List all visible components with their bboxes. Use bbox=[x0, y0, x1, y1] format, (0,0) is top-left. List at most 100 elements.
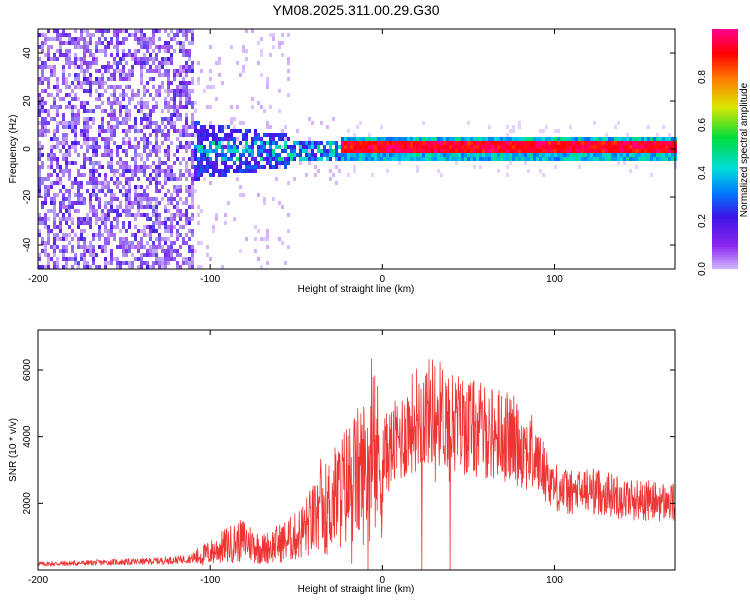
spectrogram-cell bbox=[641, 137, 644, 141]
spectrogram-cell bbox=[188, 193, 191, 197]
spectrogram-cell bbox=[62, 29, 65, 33]
spectrogram-cell bbox=[245, 237, 248, 241]
spectrogram-cell bbox=[86, 213, 89, 217]
spectrogram-cell bbox=[74, 257, 77, 261]
spectrogram-cell bbox=[56, 129, 59, 133]
spectrogram-cell bbox=[74, 29, 77, 33]
spectrogram-cell bbox=[407, 157, 410, 161]
spectrogram-cell bbox=[38, 109, 41, 113]
spectrogram-cell bbox=[185, 117, 188, 121]
spectrogram-cell bbox=[110, 149, 113, 153]
colorbar-cell bbox=[712, 223, 738, 226]
spectrogram-cell bbox=[269, 161, 272, 165]
spectrogram-cell bbox=[173, 105, 176, 109]
spectrogram-cell bbox=[92, 117, 95, 121]
spectrogram-cell bbox=[71, 81, 74, 85]
spectrogram-cell bbox=[608, 153, 611, 157]
spectrogram-cell bbox=[56, 161, 59, 165]
spectrogram-cell bbox=[557, 141, 560, 145]
spectrogram-cell bbox=[185, 149, 188, 153]
spectrogram-cell bbox=[53, 129, 56, 133]
spectrogram-cell bbox=[179, 253, 182, 257]
spectrogram-cell bbox=[287, 93, 290, 97]
spectrogram-cell bbox=[176, 261, 179, 265]
spectrogram-cell bbox=[197, 81, 200, 85]
spectrogram-cell bbox=[191, 69, 194, 73]
spectrogram-cell bbox=[476, 145, 479, 149]
spectrogram-cell bbox=[83, 61, 86, 65]
colorbar-cell bbox=[712, 31, 738, 34]
spectrogram-cell bbox=[101, 185, 104, 189]
spectrogram-cell bbox=[623, 149, 626, 153]
spectrogram-cell bbox=[146, 125, 149, 129]
spectrogram-cell bbox=[506, 133, 509, 137]
spectrogram-cell bbox=[278, 237, 281, 241]
spectrogram-cell bbox=[74, 149, 77, 153]
spectrogram-cell bbox=[74, 209, 77, 213]
spectrogram-cell bbox=[173, 177, 176, 181]
spectrogram-cell bbox=[644, 157, 647, 161]
spectrogram-cell bbox=[629, 153, 632, 157]
spectrogram-cell bbox=[59, 177, 62, 181]
spectrogram-cell bbox=[404, 137, 407, 141]
spectrogram-cell bbox=[134, 53, 137, 57]
spectrogram-cell bbox=[191, 141, 194, 145]
spectrogram-cell bbox=[38, 77, 41, 81]
spectrogram-cell bbox=[458, 157, 461, 161]
spectrogram-cell bbox=[266, 81, 269, 85]
spectrogram-cell bbox=[644, 137, 647, 141]
spectrogram-cell bbox=[599, 157, 602, 161]
spectrogram-cell bbox=[266, 85, 269, 89]
spectrogram-cell bbox=[260, 73, 263, 77]
spectrogram-cell bbox=[68, 257, 71, 261]
spectrogram-cell bbox=[95, 77, 98, 81]
spectrogram-cell bbox=[122, 89, 125, 93]
spectrogram-cell bbox=[86, 249, 89, 253]
spectrogram-cell bbox=[44, 249, 47, 253]
spectrogram-cell bbox=[470, 153, 473, 157]
spectrogram-cell bbox=[74, 57, 77, 61]
spectrogram-cell bbox=[83, 53, 86, 57]
spectrogram-cell bbox=[626, 153, 629, 157]
spectrogram-cell bbox=[161, 121, 164, 125]
spectrogram-cell bbox=[128, 33, 131, 37]
spectrogram-cell bbox=[365, 157, 368, 161]
spectrogram-cell bbox=[185, 257, 188, 261]
spectrogram-cell bbox=[245, 133, 248, 137]
spectrogram-cell bbox=[68, 149, 71, 153]
spectrogram-cell bbox=[602, 157, 605, 161]
spectrogram-cell bbox=[119, 181, 122, 185]
spectrogram-cell bbox=[335, 181, 338, 185]
spectrogram-cell bbox=[440, 145, 443, 149]
spectrogram-cell bbox=[44, 177, 47, 181]
spectrogram-cell bbox=[185, 89, 188, 93]
spectrogram-cell bbox=[239, 129, 242, 133]
spectrogram-cell bbox=[473, 165, 476, 169]
spectrogram-cell bbox=[140, 261, 143, 265]
spectrogram-cell bbox=[245, 169, 248, 173]
spectrogram-cell bbox=[629, 149, 632, 153]
spectrogram-cell bbox=[299, 161, 302, 165]
spectrogram-cell bbox=[347, 153, 350, 157]
spectrogram-cell bbox=[41, 105, 44, 109]
spectrogram-cell bbox=[242, 149, 245, 153]
spectrogram-cell bbox=[167, 149, 170, 153]
spectrogram-cell bbox=[134, 161, 137, 165]
spectrogram-cell bbox=[86, 261, 89, 265]
spectrogram-cell bbox=[149, 69, 152, 73]
spectrogram-cell bbox=[140, 129, 143, 133]
spectrogram-cell bbox=[599, 137, 602, 141]
spectrogram-cell bbox=[329, 169, 332, 173]
spectrogram-cell bbox=[257, 41, 260, 45]
spectrogram-cell bbox=[215, 161, 218, 165]
spectrogram-cell bbox=[92, 165, 95, 169]
spectrogram-cell bbox=[185, 129, 188, 133]
spectrogram-cell bbox=[188, 57, 191, 61]
spectrogram-cell bbox=[170, 221, 173, 225]
spectrogram-cell bbox=[164, 105, 167, 109]
spectrogram-cell bbox=[155, 57, 158, 61]
spectrogram-cell bbox=[239, 161, 242, 165]
spectrogram-cell bbox=[542, 141, 545, 145]
spectrogram-cell bbox=[260, 157, 263, 161]
spectrogram-cell bbox=[146, 49, 149, 53]
